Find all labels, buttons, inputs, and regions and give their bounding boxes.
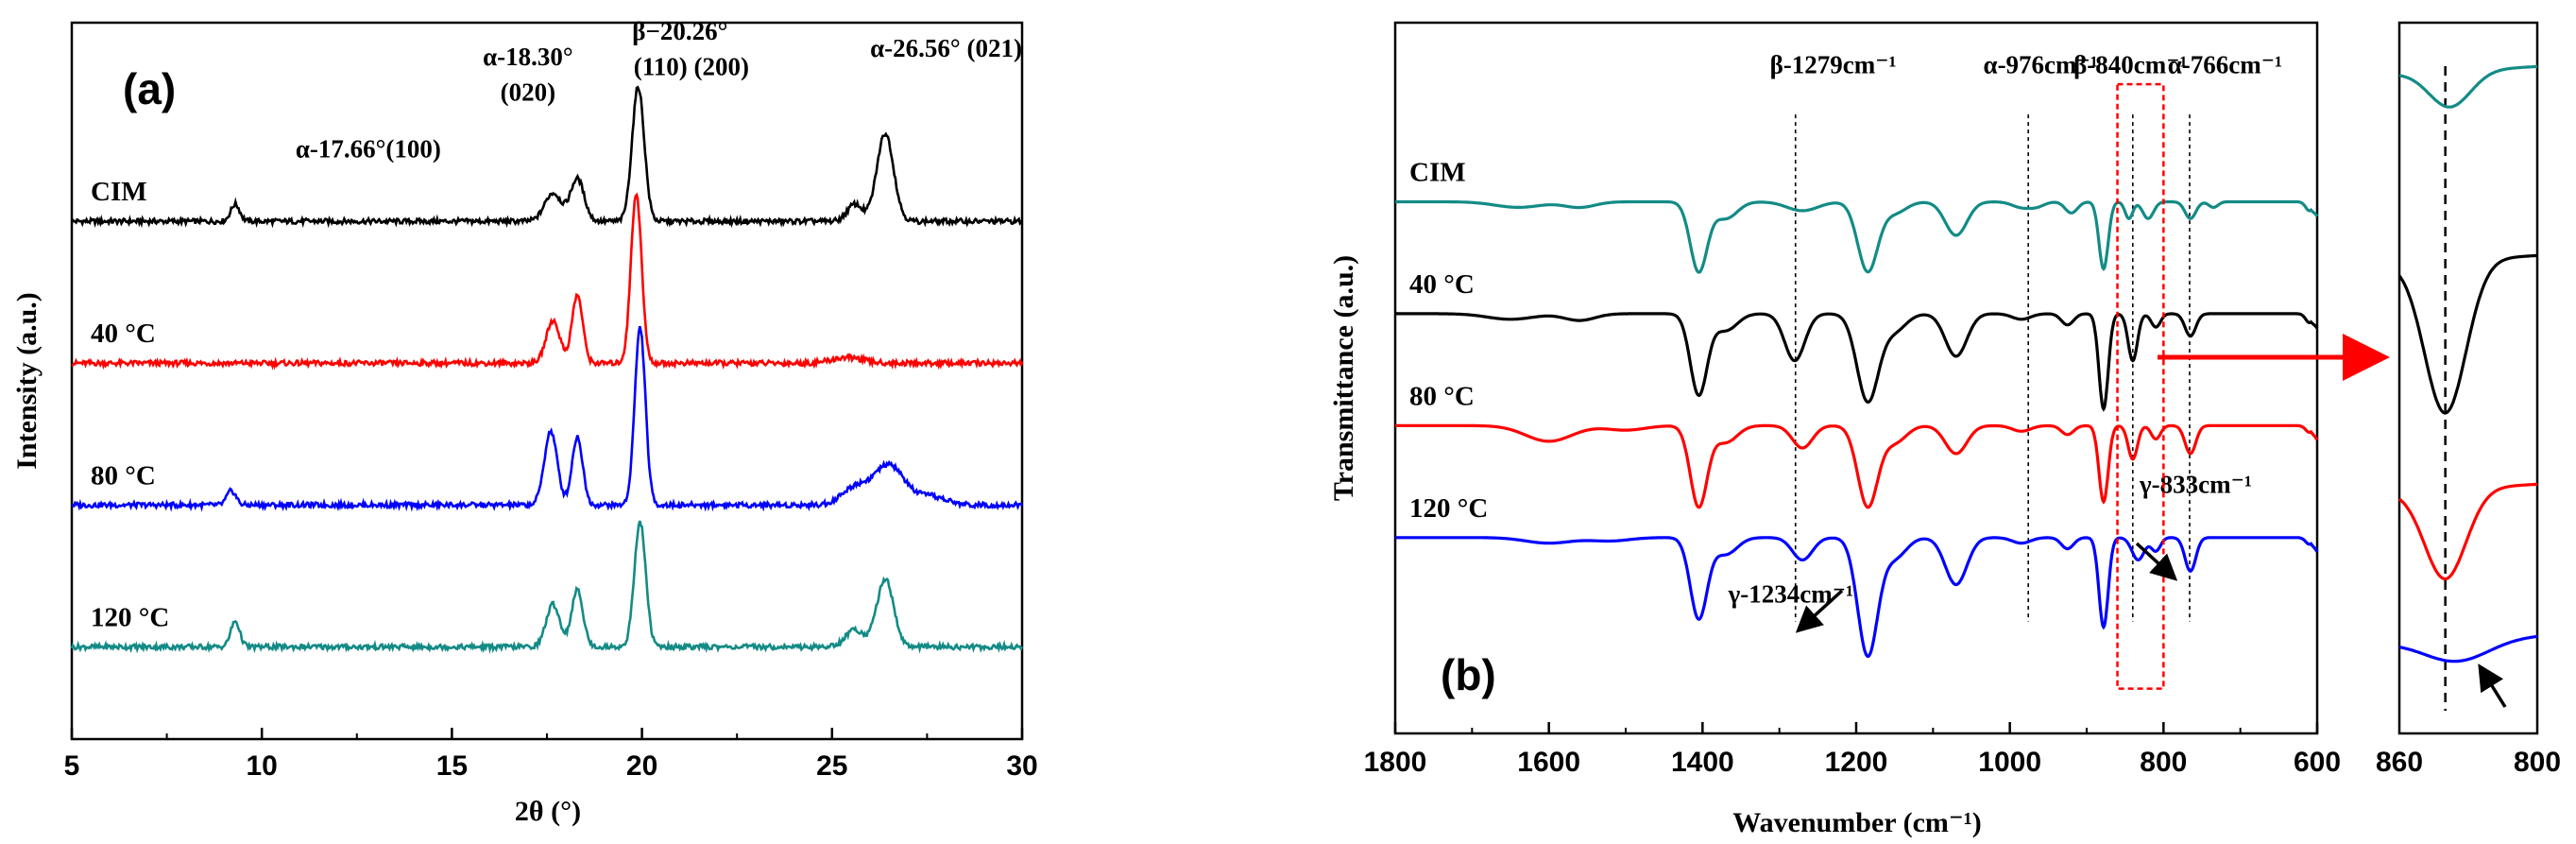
- panel-b-series-line: [1395, 536, 2319, 659]
- panel-a-tick-label: 10: [247, 750, 278, 782]
- panel-b-tag: (b): [1441, 650, 1496, 699]
- panel-b-series-line: [1395, 312, 2319, 412]
- panel-a-tick-label: 30: [1006, 750, 1037, 782]
- panel-a-series-line: [71, 192, 1024, 370]
- panel-b-frame: [1393, 21, 2319, 735]
- panel-b-tick-label: 1600: [1517, 747, 1580, 778]
- panel-b-tick-label: 600: [2294, 747, 2341, 778]
- inset-frame: [2397, 21, 2539, 735]
- panel-a-frame: [70, 21, 1024, 741]
- inset-tick-label: 800: [2514, 747, 2561, 778]
- panel-a-tick-label: 25: [816, 750, 847, 782]
- panel-a-series-label: 120 °C: [91, 602, 169, 632]
- panel-a-xrd-chart: 5 10 15 20 25 30 CIM 40 °C 80 °C 120 °C α-17.66°…: [11, 17, 1038, 827]
- panel-b-series-label: 120 °C: [1409, 493, 1488, 524]
- panel-a-annotation: α-17.66°(100): [296, 135, 441, 164]
- panel-a-annotation: α-18.30°: [483, 43, 573, 71]
- panel-a-annotation: β−20.26°: [632, 17, 727, 45]
- panel-a-annotation: (110) (200): [634, 53, 749, 81]
- panel-a-tick-label: 5: [64, 750, 80, 782]
- panel-b-tick-label: 800: [2140, 747, 2187, 778]
- inset-series-line: [2398, 634, 2538, 663]
- panel-a-series-label: 80 °C: [91, 460, 156, 491]
- panel-b-annotation: β-1279cm⁻¹: [1770, 50, 1897, 78]
- panel-b-arrow-833: [2135, 542, 2178, 581]
- panel-b-tick-label: 1200: [1825, 747, 1888, 778]
- panel-a-annotation: (020): [501, 78, 555, 107]
- panel-b-highlight-box: [2116, 82, 2165, 690]
- inset-series-line: [2397, 253, 2538, 415]
- inset-tick-label: 860: [2376, 747, 2423, 778]
- panel-b-tick-label: 1400: [1671, 747, 1734, 778]
- inset-arrow-120: [2478, 663, 2507, 708]
- panel-b-ylabel: Transmittance (a.u.): [1328, 255, 1359, 501]
- panel-a-series-label: CIM: [91, 177, 147, 207]
- panel-a-tick-label: 20: [626, 750, 657, 782]
- panel-b-annotation: γ-833cm⁻¹: [2139, 470, 2252, 498]
- panel-b-series-label: 40 °C: [1409, 269, 1475, 300]
- panel-b-ftir-chart: 1800 1600 1400 1200 1000 800 600 CIM 40 °C 80 °C…: [1328, 21, 2341, 838]
- inset-zoom-chart: 860 800: [2376, 21, 2561, 778]
- panel-b-annotation: α-766cm⁻¹: [2168, 50, 2282, 78]
- panel-a-xlabel: 2θ (°): [515, 796, 581, 827]
- panel-b-annotation: β-840cm⁻¹: [2073, 50, 2188, 78]
- inset-series-line: [2397, 482, 2538, 581]
- panel-b-tick-label: 1800: [1364, 747, 1427, 778]
- panel-b-xlabel: Wavenumber (cm⁻¹): [1732, 807, 1981, 838]
- panel-a-tick-label: 15: [436, 750, 468, 782]
- panel-a-series-line: [71, 326, 1024, 512]
- panel-a-ylabel: Intensity (a.u.): [11, 292, 43, 470]
- inset-series-line: [2398, 64, 2538, 109]
- panel-b-series-line: [1395, 199, 2319, 274]
- panel-b-tick-label: 1000: [1978, 747, 2041, 778]
- panel-a-series-line: [70, 85, 1023, 229]
- panel-b-arrow-1234: [1795, 589, 1844, 633]
- panel-a-series-line: [70, 520, 1024, 655]
- panel-a-series-label: 40 °C: [91, 319, 156, 349]
- panel-a-annotation: α-26.56° (021): [870, 34, 1022, 62]
- panel-b-series-label: CIM: [1409, 157, 1466, 187]
- panel-b-annotation: α-976cm⁻¹: [1984, 50, 2098, 78]
- panel-b-series-label: 80 °C: [1409, 381, 1475, 411]
- panel-b-annotation: γ-1234cm⁻¹: [1728, 579, 1853, 608]
- panel-a-tag: (a): [123, 64, 176, 113]
